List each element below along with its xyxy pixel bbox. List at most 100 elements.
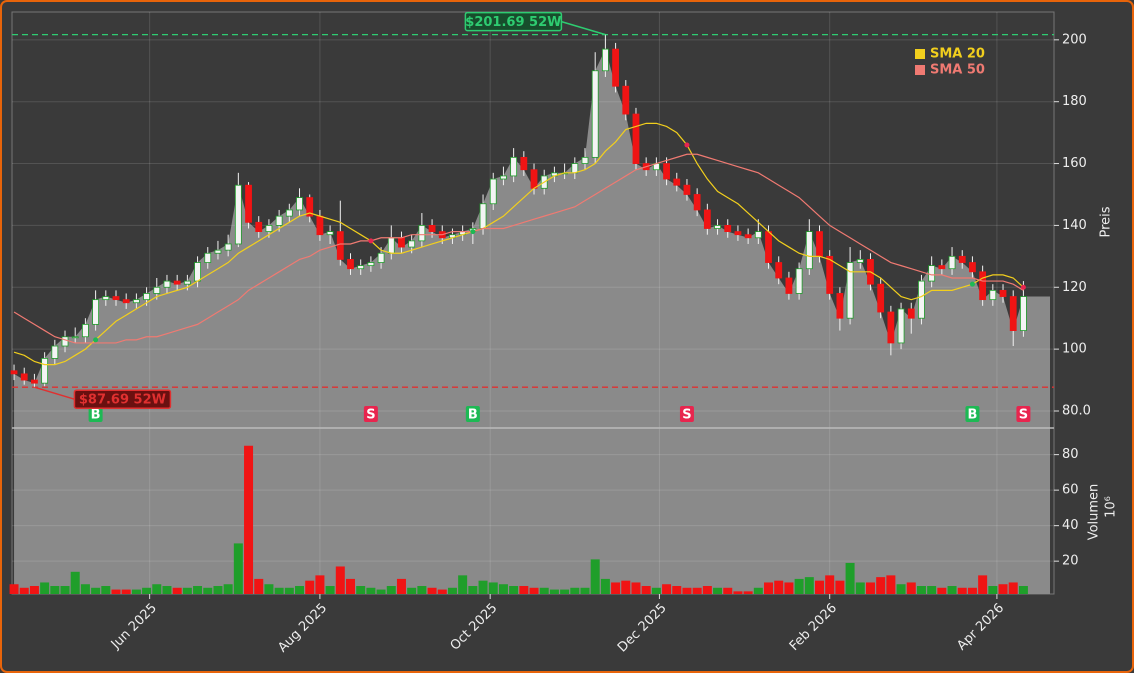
- volume-bar: [865, 582, 875, 594]
- volume-bar: [967, 587, 977, 594]
- volume-bar: [305, 580, 315, 594]
- candle-body: [347, 259, 354, 270]
- volume-bar: [264, 584, 274, 594]
- volume-bar: [40, 582, 50, 594]
- candle-body: [673, 178, 681, 186]
- signal-dot: [1020, 284, 1026, 290]
- candle-body: [979, 271, 987, 301]
- signal-dot: [93, 337, 99, 343]
- candle-body: [520, 156, 528, 171]
- candle-body: [245, 184, 252, 223]
- volume-bar: [101, 586, 111, 594]
- volume-bar: [600, 578, 610, 594]
- volume-bar: [814, 580, 824, 594]
- signal-badge: [88, 406, 103, 422]
- candle-body: [683, 184, 691, 195]
- volume-bar: [193, 586, 203, 594]
- volume-bar: [988, 586, 998, 594]
- candle-body: [948, 255, 956, 270]
- volume-bar: [662, 584, 672, 594]
- volume-bar: [70, 571, 80, 594]
- candle-body: [316, 215, 324, 236]
- reference-arrow: [34, 386, 75, 400]
- signal-label: S: [682, 408, 691, 423]
- reference-label-box: [464, 11, 563, 32]
- volume-bar: [60, 586, 70, 594]
- candle-body: [183, 280, 191, 285]
- volume-bar: [111, 589, 121, 594]
- reference-arrow: [561, 20, 606, 36]
- candle-body: [887, 311, 895, 344]
- volume-bar: [131, 589, 141, 594]
- volume-bar: [19, 587, 29, 594]
- candle-body: [693, 194, 701, 211]
- volume-bar: [142, 587, 152, 594]
- candle-body: [500, 175, 507, 180]
- signal-label: B: [967, 408, 977, 423]
- candle-body: [836, 293, 844, 319]
- candle-body: [479, 203, 487, 229]
- candle-body: [122, 299, 130, 304]
- volume-bar: [845, 562, 855, 594]
- candle-body: [663, 163, 670, 180]
- volume-bar: [937, 587, 947, 594]
- candle-body: [907, 308, 915, 319]
- candle-body: [92, 299, 100, 325]
- volume-bar: [529, 587, 539, 594]
- candle-body: [82, 323, 89, 338]
- volume-bar: [121, 589, 131, 594]
- volume-bar: [509, 586, 519, 594]
- volume-bar: [764, 582, 774, 594]
- legend-label: SMA 50: [930, 63, 985, 78]
- volume-bar: [947, 586, 957, 594]
- candle-body: [734, 231, 742, 236]
- volume-bar: [978, 575, 988, 594]
- volume-bar: [345, 578, 355, 594]
- volume-y-tick-label: 60: [1062, 483, 1079, 498]
- candle-body: [255, 221, 263, 232]
- candle-body: [785, 277, 793, 294]
- candle-body: [530, 169, 538, 189]
- volume-y-tick-label: 20: [1062, 554, 1079, 569]
- volume-bar: [417, 586, 427, 594]
- candle-body: [1009, 296, 1017, 331]
- volume-bar: [478, 580, 488, 594]
- volume-bar: [641, 586, 651, 594]
- legend-label: SMA 20: [930, 47, 985, 62]
- volume-bar: [1018, 586, 1028, 594]
- candle-body: [326, 231, 334, 236]
- candle-body: [306, 197, 314, 217]
- y-tick-label: 100: [1062, 342, 1087, 357]
- candle-body: [714, 225, 721, 229]
- candle-body: [989, 289, 997, 301]
- candle-body: [102, 296, 110, 301]
- y-tick-label: 140: [1062, 218, 1087, 233]
- volume-bar: [335, 566, 345, 594]
- volume-bar: [427, 587, 437, 594]
- volume-bar: [295, 586, 305, 594]
- volume-bar: [182, 587, 192, 594]
- signal-dot: [684, 142, 690, 148]
- volume-bar: [233, 543, 243, 594]
- volume-bar: [631, 582, 641, 594]
- candle-body: [703, 209, 711, 229]
- volume-y-tick-label: 80: [1062, 447, 1079, 462]
- volume-bar: [407, 587, 417, 594]
- candle-body: [275, 215, 283, 226]
- volume-bar: [774, 580, 784, 594]
- candle-body: [856, 259, 864, 263]
- candle-body: [510, 156, 518, 177]
- candle-body: [336, 231, 344, 260]
- candle-body: [387, 237, 395, 254]
- candle-body: [224, 243, 232, 251]
- candle-body: [826, 255, 834, 294]
- volume-bar: [560, 589, 570, 594]
- volume-bar: [580, 587, 590, 594]
- volume-bar: [794, 578, 804, 594]
- volume-bar: [855, 582, 865, 594]
- candle-body: [408, 240, 416, 248]
- volume-bar: [835, 580, 845, 594]
- legend-swatch: [915, 65, 925, 75]
- volume-bar: [916, 586, 926, 594]
